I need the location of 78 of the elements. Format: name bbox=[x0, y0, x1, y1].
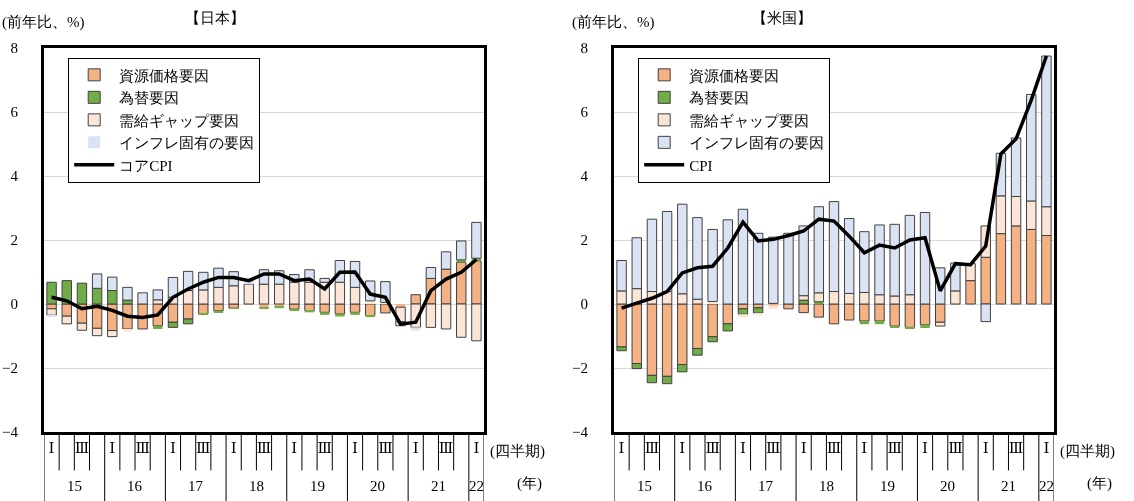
text: 20 bbox=[370, 478, 385, 494]
text: (四半期) bbox=[1060, 443, 1115, 460]
text: 15 bbox=[637, 478, 652, 494]
text: 17 bbox=[758, 478, 774, 494]
x-tick-label: Ⅲ bbox=[378, 440, 393, 456]
y-axis-title: (前年比、%) bbox=[2, 14, 85, 31]
legend-label: インフレ固有の要因 bbox=[689, 135, 825, 152]
x-tick-label: Ⅲ bbox=[826, 440, 842, 456]
legend-label: 為替要因 bbox=[689, 90, 750, 107]
x-tick-label: Ⅰ bbox=[679, 440, 686, 456]
text: 16 bbox=[697, 478, 713, 494]
x-tick-label: Ⅰ bbox=[982, 440, 989, 456]
text: 22 bbox=[1039, 478, 1054, 494]
x-tick-label: Ⅲ bbox=[196, 440, 211, 456]
x-tick-label: Ⅰ bbox=[170, 440, 176, 456]
y-tick-label: 8 bbox=[10, 40, 18, 57]
chart-title: 【米国】 bbox=[752, 10, 813, 27]
y-tick-label: 6 bbox=[10, 104, 19, 121]
y-tick-label: −4 bbox=[2, 424, 19, 441]
x-tick-label: Ⅲ bbox=[705, 440, 720, 456]
x-tick-label: Ⅰ bbox=[412, 440, 419, 456]
x-tick-label: Ⅰ bbox=[618, 440, 625, 456]
x-tick-label: Ⅲ bbox=[644, 440, 660, 456]
x-tick-label: Ⅰ bbox=[352, 440, 359, 456]
text: 19 bbox=[880, 478, 895, 494]
y-tick-label: −2 bbox=[2, 360, 18, 377]
legend-label: インフレ固有の要因 bbox=[119, 135, 255, 152]
text: 22 bbox=[469, 478, 484, 494]
x-tick-label: Ⅲ bbox=[887, 440, 902, 456]
y-tick-label: −2 bbox=[572, 360, 588, 377]
legend-label: コアCPI bbox=[119, 157, 173, 174]
text: 18 bbox=[819, 478, 834, 494]
x-tick-label: Ⅰ bbox=[230, 440, 237, 456]
y-tick-label: 2 bbox=[10, 232, 18, 249]
legend-label: CPI bbox=[689, 157, 713, 174]
x-tick-label: Ⅲ bbox=[438, 440, 454, 456]
x-tick-label: Ⅰ bbox=[109, 440, 116, 456]
text: (年) bbox=[517, 475, 542, 492]
x-tick-label: Ⅰ bbox=[291, 440, 298, 456]
x-tick-label: Ⅲ bbox=[766, 440, 781, 456]
text: 15 bbox=[67, 478, 82, 494]
text: 20 bbox=[940, 478, 955, 494]
legend-label: 需給ギャップ要因 bbox=[689, 112, 810, 129]
x-tick-label: Ⅲ bbox=[135, 440, 150, 456]
text: (四半期) bbox=[490, 443, 545, 460]
y-tick-label: 4 bbox=[10, 168, 19, 185]
x-tick-label: Ⅲ bbox=[317, 440, 332, 456]
x-tick-label: Ⅰ bbox=[1043, 440, 1050, 456]
legend-label: 資源価格要因 bbox=[119, 67, 210, 84]
legend-label: 需給ギャップ要因 bbox=[119, 112, 240, 129]
text: 21 bbox=[1001, 478, 1016, 494]
text: 21 bbox=[431, 478, 446, 494]
text: 19 bbox=[310, 478, 325, 494]
x-tick-label: Ⅲ bbox=[256, 440, 272, 456]
x-tick-label: Ⅲ bbox=[1008, 440, 1024, 456]
text: 17 bbox=[188, 478, 204, 494]
x-tick-label: Ⅰ bbox=[861, 440, 868, 456]
x-tick-label: Ⅰ bbox=[473, 440, 480, 456]
y-tick-label: 4 bbox=[580, 168, 589, 185]
chart-title: 【日本】 bbox=[185, 10, 246, 27]
y-tick-label: 0 bbox=[10, 296, 18, 313]
y-axis-title: (前年比、%) bbox=[572, 14, 655, 31]
x-tick-label: Ⅰ bbox=[740, 440, 746, 456]
y-tick-label: 8 bbox=[580, 40, 588, 57]
text: 18 bbox=[249, 478, 264, 494]
legend-label: 資源価格要因 bbox=[689, 67, 780, 84]
y-tick-label: −4 bbox=[572, 424, 589, 441]
x-tick-label: Ⅰ bbox=[48, 440, 55, 456]
y-tick-label: 2 bbox=[580, 232, 588, 249]
text: 16 bbox=[127, 478, 143, 494]
legend-label: 為替要因 bbox=[119, 90, 180, 107]
x-tick-label: Ⅲ bbox=[74, 440, 90, 456]
x-tick-label: Ⅰ bbox=[922, 440, 929, 456]
y-tick-label: 0 bbox=[580, 296, 588, 313]
x-tick-label: Ⅰ bbox=[800, 440, 807, 456]
y-tick-label: 6 bbox=[580, 104, 589, 121]
text: (年) bbox=[1087, 475, 1112, 492]
x-tick-label: Ⅲ bbox=[948, 440, 963, 456]
